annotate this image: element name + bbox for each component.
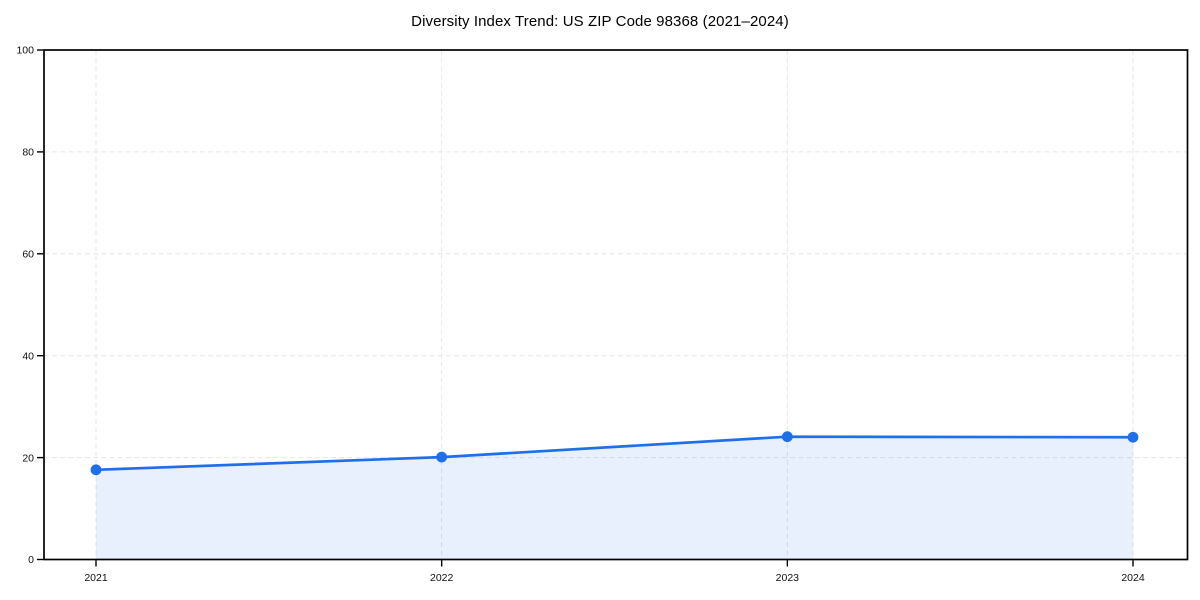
x-tick-label: 2022 bbox=[430, 572, 454, 584]
data-point bbox=[781, 431, 793, 443]
y-tick-label: 60 bbox=[22, 249, 34, 261]
data-point bbox=[90, 464, 102, 476]
area-fill bbox=[96, 436, 1134, 559]
y-tick-label: 80 bbox=[22, 147, 34, 159]
axes-layer bbox=[37, 49, 1189, 567]
y-tick-label: 40 bbox=[22, 350, 34, 362]
data-point bbox=[436, 451, 448, 463]
chart-title: Diversity Index Trend: US ZIP Code 98368… bbox=[411, 13, 789, 30]
tick-label-layer: 0 20 40 60 80 100 2021 2022 2023 2024 bbox=[16, 45, 1144, 584]
y-tick-label: 100 bbox=[16, 45, 34, 57]
series-layer bbox=[90, 431, 1139, 559]
x-tick-label: 2023 bbox=[776, 572, 800, 584]
trend-line bbox=[94, 435, 1135, 472]
y-tick-label: 20 bbox=[22, 452, 34, 464]
x-tick-label: 2024 bbox=[1121, 572, 1145, 584]
y-tick-label: 0 bbox=[28, 554, 34, 566]
data-point bbox=[1127, 431, 1139, 443]
x-tick-label: 2021 bbox=[84, 572, 108, 584]
plot-border bbox=[43, 49, 1189, 561]
